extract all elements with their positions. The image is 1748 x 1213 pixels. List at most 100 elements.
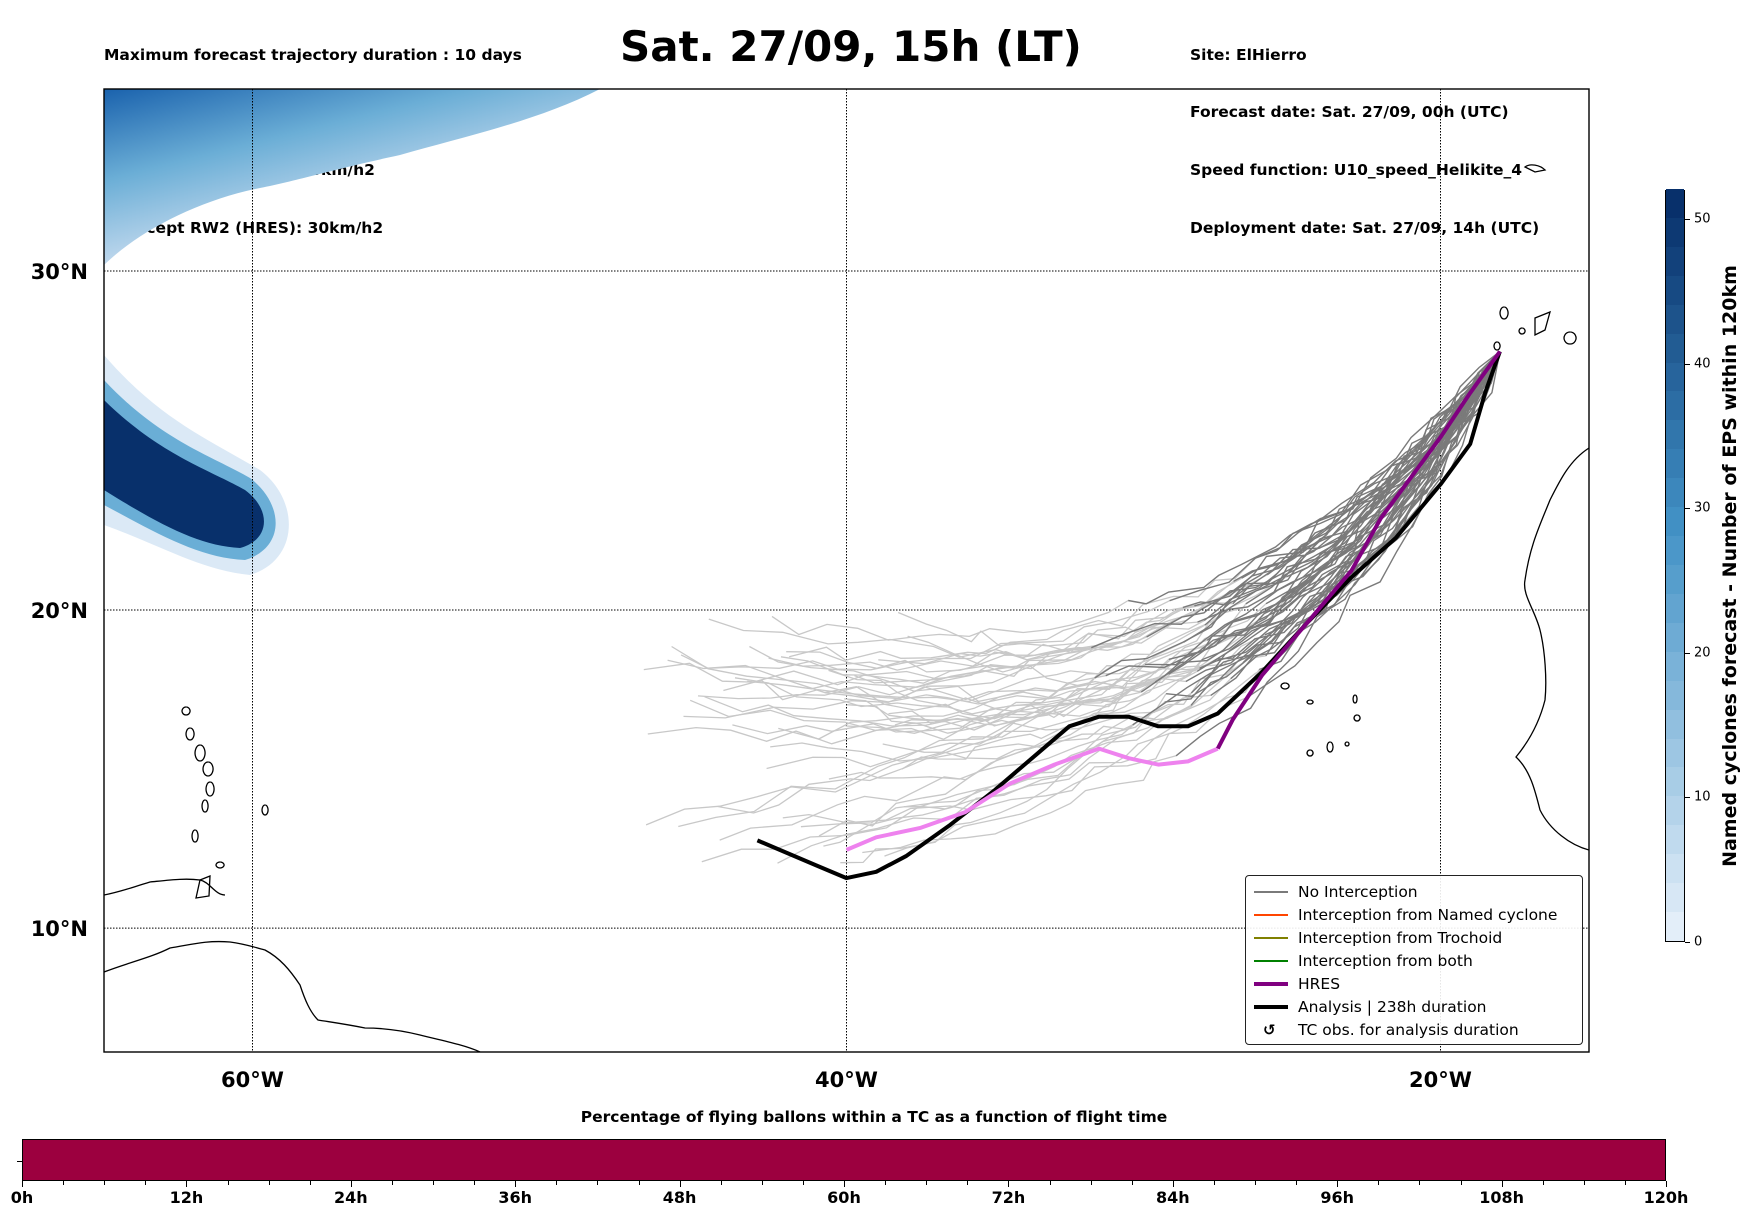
colorbar-tick [1685, 508, 1690, 510]
ensemble-trajectory-late [782, 696, 1248, 824]
cyclone-density-field [104, 89, 600, 575]
ensemble-trajectory-late [680, 654, 1106, 705]
bottom-chart-tick-label: 48h [662, 1188, 697, 1207]
bottom-chart-tick [1378, 1181, 1380, 1185]
legend-item-trochoid: Interception from Trochoid [1246, 926, 1582, 949]
colorbar-tick-label: 0 [1694, 934, 1703, 950]
bottom-chart-tick [309, 1181, 311, 1185]
info-site: Site: ElHierro [1190, 45, 1307, 64]
bottom-chart-tick-label: 84h [1155, 1188, 1190, 1207]
lon-tick-label: 40°W [815, 1068, 878, 1092]
ensemble-trajectory-late [701, 701, 1166, 863]
legend-item-both: Interception from both [1246, 949, 1582, 972]
ensemble-trajectory-late [818, 603, 1247, 837]
bottom-chart-tick [761, 1181, 763, 1185]
colorbar-segment [1666, 246, 1684, 276]
ensemble-trajectory-early [1194, 351, 1501, 607]
ensemble-trajectory-late [723, 624, 1206, 703]
bottom-chart-tick [926, 1181, 928, 1185]
bottom-chart-tick-label: 24h [333, 1188, 368, 1207]
main-title: Sat. 27/09, 15h (LT) [620, 22, 1082, 71]
legend-line-orange [1254, 914, 1288, 916]
coast-madeira [1523, 164, 1547, 173]
bottom-chart-tick [1501, 1181, 1503, 1187]
coast-venezuela-north [104, 878, 226, 896]
colorbar-label: Named cyclones forecast - Number of EPS … [1719, 265, 1741, 867]
colorbar-segment [1666, 738, 1684, 768]
bottom-chart-tick-label: 12h [169, 1188, 204, 1207]
colorbar-segment [1666, 564, 1684, 594]
legend-line-green [1254, 960, 1288, 962]
bottom-chart-tick [350, 1181, 352, 1187]
bottom-chart-tick [1049, 1181, 1051, 1185]
bottom-chart-tick [515, 1181, 517, 1187]
colorbar-tick [1685, 218, 1690, 220]
ensemble-trajectory-early [1140, 351, 1501, 693]
lat-tick-label: 20°N [31, 599, 88, 623]
colorbar-tick [1685, 652, 1690, 654]
ensemble-trajectory-early [1169, 351, 1501, 602]
colorbar-segment [1666, 593, 1684, 623]
analysis-track [756, 350, 1502, 881]
ensemble-trajectory-late [717, 677, 1096, 814]
colorbar-segment [1666, 535, 1684, 565]
coast-south-america [104, 940, 481, 1052]
colorbar-segment [1666, 304, 1684, 334]
ensemble-trajectory-early [1203, 351, 1501, 622]
colorbar-segment [1666, 362, 1684, 392]
hres-track-early [1216, 350, 1502, 750]
percentage-bar [22, 1139, 1666, 1181]
ensemble-trajectory-late [667, 600, 1170, 671]
map-frame [103, 88, 1590, 1053]
tc-symbol-icon: ↺ [1263, 1020, 1276, 1039]
colorbar-segment [1666, 911, 1684, 941]
ensemble-trajectory-late [824, 678, 1186, 720]
ensemble-trajectory-late [683, 636, 1147, 719]
colorbar-segment [1666, 477, 1684, 508]
bottom-chart-tick [1419, 1181, 1421, 1185]
bottom-chart-tick [104, 1181, 106, 1185]
info-speed-function: Speed function: U10_speed_Helikite_4 [1190, 161, 1523, 180]
colorbar-segment [1666, 680, 1684, 710]
bottom-chart-tick [679, 1181, 681, 1187]
bottom-chart-tick [1624, 1181, 1626, 1185]
bottom-chart-tick [186, 1181, 188, 1187]
colorbar-tick [1685, 797, 1690, 799]
colorbar-segment [1666, 333, 1684, 363]
colorbar-tick-label: 10 [1694, 789, 1711, 805]
bottom-chart-tick [1583, 1181, 1585, 1185]
ensemble-trajectory-late [789, 557, 1257, 661]
bottom-chart-tick [597, 1181, 599, 1185]
ensemble-trajectory-early [1145, 351, 1501, 666]
bottom-chart-tick-label: 108h [1479, 1188, 1524, 1207]
coast-cape-verde [1280, 682, 1361, 757]
ensemble-trajectory-early [1182, 351, 1501, 660]
ensemble-trajectory-late [770, 694, 1211, 762]
lat-tick-label: 30°N [31, 260, 88, 284]
bottom-chart-tick [720, 1181, 722, 1185]
bottom-chart-tick [1213, 1181, 1215, 1185]
coast-lesser-antilles [181, 706, 269, 869]
bottom-chart-tick [556, 1181, 558, 1185]
ensemble-trajectory-early [1146, 351, 1501, 638]
bottom-chart-tick [1460, 1181, 1462, 1185]
ensemble-trajectory-early [1168, 351, 1501, 675]
legend-line-purple [1254, 982, 1288, 986]
bottom-chart-tick [1337, 1181, 1339, 1187]
coast-africa [1515, 447, 1589, 851]
ensemble-trajectory-late [854, 580, 1234, 684]
bottom-chart-tick [885, 1181, 887, 1185]
legend-item-hres: HRES [1246, 972, 1582, 995]
density-blob-west-core [104, 400, 264, 548]
lon-tick-label: 20°W [1409, 1068, 1472, 1092]
ensemble-trajectory-early [1284, 351, 1501, 602]
colorbar-segment [1666, 217, 1684, 247]
ensemble-trajectory-late [734, 658, 1183, 715]
colorbar-segment [1666, 651, 1684, 681]
ensemble-trajectory-early [1182, 351, 1501, 609]
colorbar-segment [1666, 275, 1684, 305]
info-max-duration: Maximum forecast trajectory duration : 1… [104, 45, 522, 64]
legend-item-analysis: Analysis | 238h duration [1246, 995, 1582, 1018]
coast-canary-islands [1493, 306, 1577, 351]
colorbar-tick-label: 30 [1694, 500, 1711, 516]
